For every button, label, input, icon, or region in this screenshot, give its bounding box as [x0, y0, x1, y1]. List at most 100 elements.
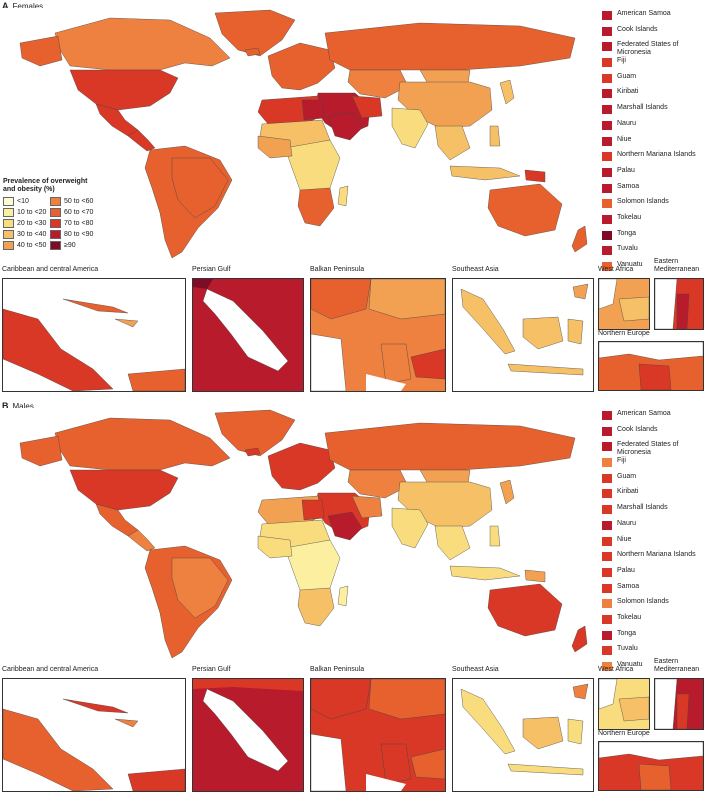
russia: [324, 22, 576, 71]
island-item: Tuvalu: [602, 245, 704, 261]
island-swatch: [602, 583, 612, 593]
egypt: [301, 499, 325, 521]
island-item: Fiji: [602, 457, 704, 473]
legend-item: 10 to <20: [3, 208, 50, 217]
iceland: [244, 47, 261, 57]
island-swatch: [602, 614, 612, 624]
arabia: [327, 111, 363, 141]
australia: [487, 183, 563, 237]
panel-males: B Males American Samoa C: [0, 400, 704, 796]
greenland: [214, 409, 296, 457]
island-item: Marshall Islands: [602, 504, 704, 520]
island-item: Northern Mariana Islands: [602, 151, 704, 167]
island-item: Northern Mariana Islands: [602, 551, 704, 567]
legend-label: 30 to <40: [17, 231, 47, 238]
island-name: Palau: [617, 166, 635, 174]
inset-title: Caribbean and central America: [2, 266, 99, 273]
island-name: Samoa: [617, 582, 640, 590]
island-name: Fiji: [617, 457, 626, 465]
southeast-asia: [434, 525, 471, 561]
legend-item: 30 to <40: [3, 230, 50, 239]
world-map: [0, 408, 600, 663]
island-name: Vanuatu: [617, 261, 643, 268]
inset-southeast-asia-map: [460, 283, 589, 376]
inset-persian-gulf-map: [193, 279, 289, 372]
legend-swatch: [50, 219, 61, 228]
island-item: Tonga: [602, 230, 704, 246]
island-item: Vanuatu: [602, 661, 704, 677]
central-asia: [347, 69, 409, 99]
legend-swatch: [50, 208, 61, 217]
inset-balkan: Balkan Peninsula: [310, 266, 446, 392]
legend-item: 20 to <30: [3, 219, 50, 228]
island-item: Tuvalu: [602, 645, 704, 661]
island-swatch: [602, 73, 612, 83]
inset-maps: Caribbean and central America Persian Gu…: [0, 658, 704, 792]
island-name: Cook Islands: [617, 425, 658, 433]
panel-sex: Males: [12, 402, 34, 411]
southern-africa: [297, 187, 335, 227]
indonesia: [449, 165, 521, 181]
central-america: [127, 529, 156, 552]
inset-balkan-map: [311, 279, 445, 391]
japan: [499, 79, 515, 105]
arabia: [327, 511, 363, 541]
inset-southeast-asia-map: [460, 683, 589, 776]
legend-label: 70 to <80: [64, 220, 94, 227]
island-swatch: [602, 42, 612, 52]
inset-persian-gulf: Persian Gulf: [192, 666, 304, 792]
island-name: Tokelau: [617, 613, 642, 621]
inset-caribbean: Caribbean and central America: [2, 266, 186, 392]
island-name: Cook Islands: [617, 25, 658, 33]
island-name: Kiribati: [617, 88, 639, 96]
island-item: Cook Islands: [602, 426, 704, 442]
island-item: Vanuatu: [602, 261, 704, 277]
legend-swatch: [50, 230, 61, 239]
inset-eastern-mediterranean: Eastern Mediterranean: [654, 258, 704, 330]
brazil: [171, 557, 229, 619]
island-name: Fiji: [617, 57, 626, 65]
island-list: American Samoa Cook Islands Federated Stat…: [602, 410, 704, 677]
island-name: Niue: [617, 535, 632, 543]
island-name: Tonga: [617, 629, 637, 637]
inset-northern-europe-map: [599, 342, 703, 390]
island-swatch: [602, 552, 612, 562]
island-swatch: [602, 442, 612, 452]
central-america: [127, 129, 156, 152]
island-item: Kiribati: [602, 88, 704, 104]
panel-label: B Males: [2, 401, 34, 411]
island-item: Samoa: [602, 183, 704, 199]
island-item: Tokelau: [602, 214, 704, 230]
usa: [69, 469, 179, 511]
iran: [351, 495, 383, 519]
legend: Prevalence of overweight and obesity (%)…: [3, 178, 97, 250]
inset-west-africa-map: [599, 279, 649, 322]
island-item: Federated States of Micronesia: [602, 441, 704, 457]
inset-title: Persian Gulf: [192, 666, 231, 673]
island-swatch: [602, 167, 612, 177]
island-swatch: [602, 473, 612, 483]
island-item: Tonga: [602, 630, 704, 646]
inset-title: Caribbean and central America: [2, 666, 99, 673]
island-item: Federated States of Micronesia: [602, 41, 704, 57]
legend-label: 80 to <90: [64, 231, 94, 238]
island-name: American Samoa: [617, 410, 671, 417]
island-name: Palau: [617, 566, 635, 574]
madagascar: [337, 185, 349, 207]
inset-title: West Africa: [598, 666, 634, 673]
island-swatch: [602, 536, 612, 546]
iceland: [244, 447, 261, 457]
legend-label: 20 to <30: [17, 220, 47, 227]
island-name: Nauru: [617, 119, 637, 127]
island-swatch: [602, 505, 612, 515]
island-item: Nauru: [602, 520, 704, 536]
madagascar: [337, 585, 349, 607]
island-swatch: [602, 246, 612, 256]
inset-northern-europe: Northern Europe: [598, 330, 704, 392]
usa: [69, 69, 179, 111]
legend-title: Prevalence of overweight and obesity (%): [3, 178, 88, 193]
island-name: Guam: [617, 72, 637, 80]
island-swatch: [602, 199, 612, 209]
island-name: Kiribati: [617, 488, 639, 496]
island-name: Tonga: [617, 229, 637, 237]
